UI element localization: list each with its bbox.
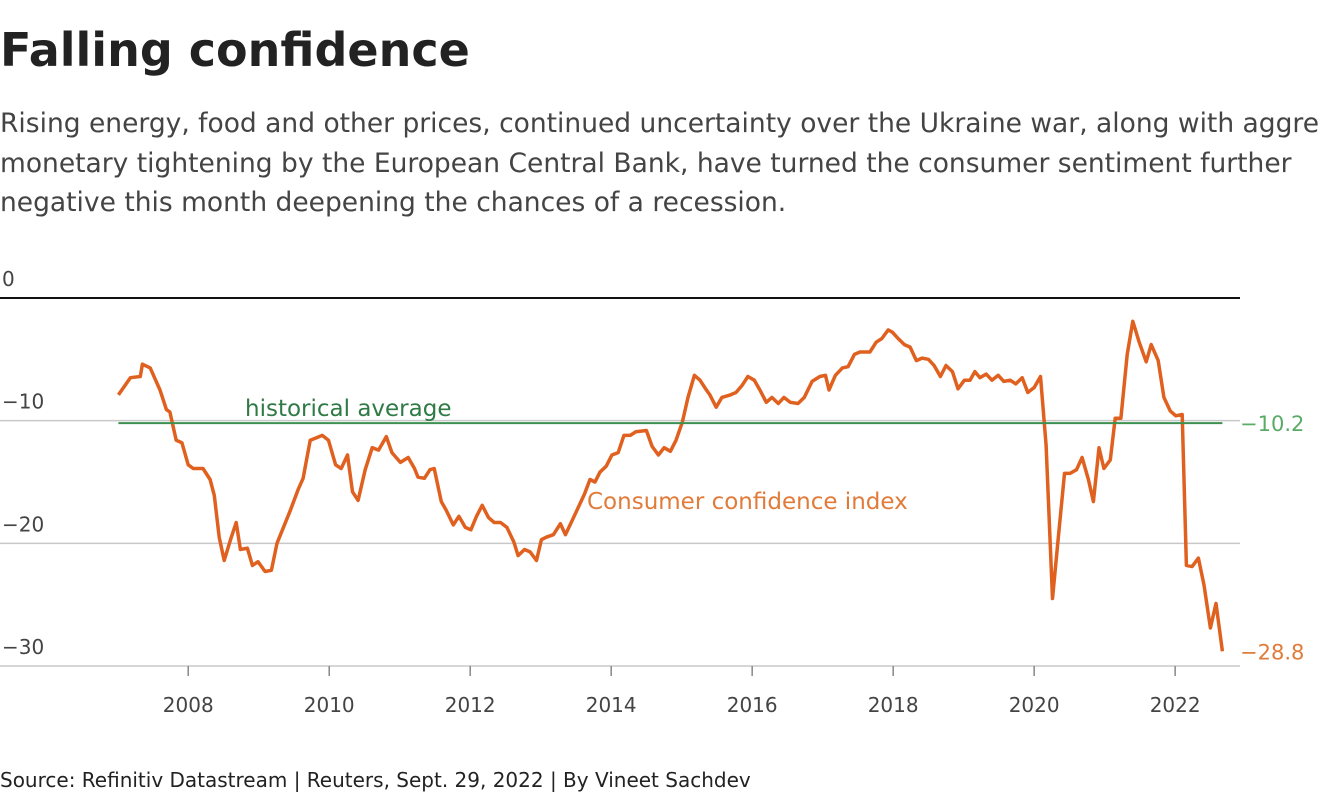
x-tick-label: 2010 [304, 693, 355, 717]
y-tick-label: −20 [2, 512, 44, 536]
x-tick-label: 2012 [445, 693, 496, 717]
x-tick-label: 2008 [163, 693, 214, 717]
series-label: Consumer confidence index [587, 489, 908, 515]
x-tick-label: 2014 [586, 693, 637, 717]
line [116, 319, 1225, 652]
y-tick-label: 0 [2, 267, 15, 291]
x-tick-label: 2016 [727, 693, 778, 717]
subtitle: Rising energy, food and other prices, co… [0, 108, 1320, 139]
end-value-label: −10.2 [1240, 412, 1304, 436]
subtitle: negative this month deepening the chance… [0, 187, 786, 218]
source: Source: Refinitiv Datastream | Reuters, … [0, 768, 751, 792]
series-label: historical average [245, 396, 451, 422]
y-tick-label: −30 [2, 635, 44, 659]
x-tick-label: 2018 [868, 693, 919, 717]
x-tick-label: 2020 [1009, 693, 1060, 717]
y-tick-label: −10 [2, 390, 44, 414]
chart-title: Falling confidence [0, 23, 470, 77]
x-tick-label: 2022 [1150, 693, 1201, 717]
subtitle: monetary tightening by the European Cent… [0, 148, 1292, 179]
end-value-label: −28.8 [1240, 640, 1304, 664]
